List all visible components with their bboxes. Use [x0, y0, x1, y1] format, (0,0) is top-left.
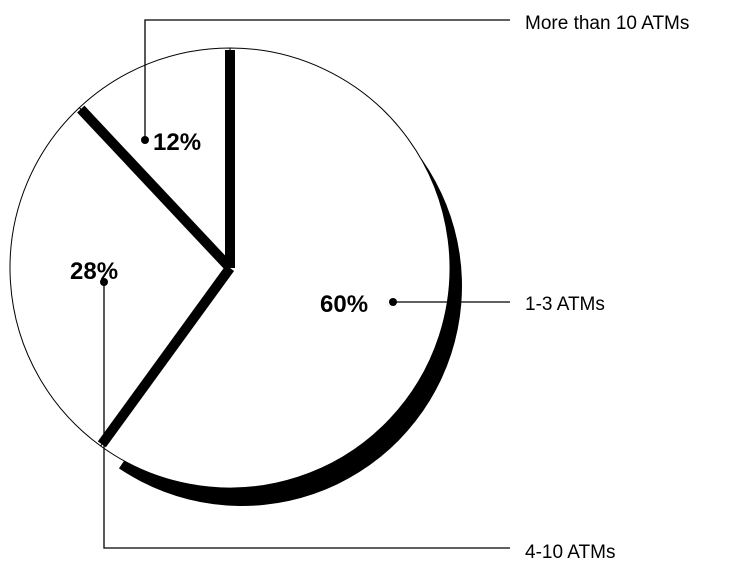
pie-slice-1-3-atms [99, 47, 451, 489]
slice-label-1-3-atms: 1-3 ATMs [525, 294, 605, 315]
leader-dot-1-3-atms [389, 298, 397, 306]
slice-label-more-than-10-atms: More than 10 ATMs [525, 13, 689, 34]
slice-percent-1-3-atms: 60% [320, 291, 368, 318]
slice-percent-4-10-atms: 28% [70, 258, 118, 285]
pie-slice-4-10-atms [9, 106, 231, 447]
leader-dot-more-than-10-atms [141, 136, 149, 144]
leader-line-more-than-10-atms [144, 19, 510, 140]
slice-percent-more-than-10-atms: 12% [153, 129, 201, 156]
leader-dot-4-10-atms [100, 278, 108, 286]
slice-separator-more-than-10-atms [77, 105, 234, 272]
leader-lines [100, 19, 510, 549]
slice-label-4-10-atms: 4-10 ATMs [525, 542, 615, 561]
leader-line-4-10-atms [103, 282, 510, 549]
pie-labels: 60% 28% 12% 1-3 ATMs 4-10 ATMs More than… [70, 13, 689, 561]
pie-slice-more-than-10-atms [78, 47, 231, 270]
slice-separator-4-10-atms [97, 265, 235, 448]
pie-slices [9, 47, 451, 489]
